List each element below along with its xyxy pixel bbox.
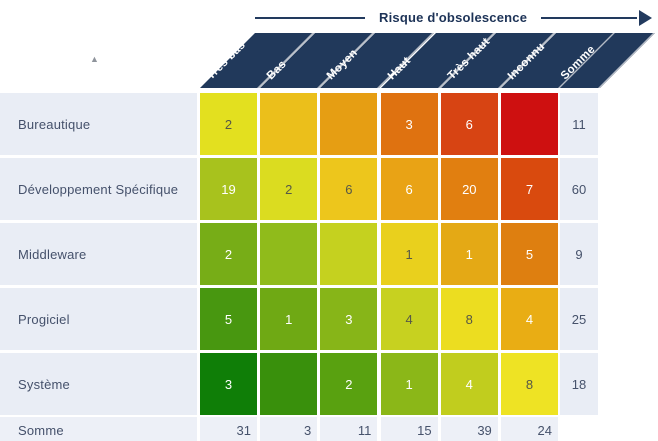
arrow-line-right [541,16,637,19]
matrix-cell[interactable]: 2 [200,223,257,285]
matrix-cell[interactable] [320,93,378,155]
row-total: 60 [560,158,598,220]
column-total: 3 [260,417,318,441]
matrix-cell[interactable]: 4 [380,288,438,350]
row-total: 9 [560,223,598,285]
matrix-cell[interactable]: 4 [440,353,498,415]
matrix-cell[interactable] [501,93,558,155]
column-total: 39 [440,417,498,441]
row-total: 18 [560,353,598,415]
matrix-cell[interactable]: 1 [260,288,318,350]
column-total: 31 [200,417,257,441]
matrix-cell[interactable]: 1 [380,223,438,285]
matrix-cell[interactable]: 6 [320,158,378,220]
row-label-developpement-specifique: Développement Spécifique [0,158,197,220]
matrix-cell[interactable]: 5 [501,223,558,285]
matrix-cell[interactable]: 3 [380,93,438,155]
row-total: 25 [560,288,598,350]
matrix-cell[interactable]: 5 [200,288,257,350]
matrix-cell[interactable] [320,223,378,285]
matrix-cell[interactable]: 3 [200,353,257,415]
row-label-bureautique: Bureautique [0,93,197,155]
matrix-cell[interactable]: 3 [320,288,378,350]
row-label-systeme: Système [0,353,197,415]
sort-ascending-icon[interactable]: ▲ [90,54,99,64]
matrix-cell[interactable] [260,223,318,285]
matrix-cell[interactable]: 2 [320,353,378,415]
column-total: 24 [501,417,558,441]
risk-axis-title: Risque d'obsolescence [379,10,528,25]
matrix-cell[interactable]: 6 [380,158,438,220]
column-total: 11 [320,417,378,441]
matrix-cell[interactable]: 2 [260,158,318,220]
arrow-right-icon [639,9,652,26]
row-label-middleware: Middleware [0,223,197,285]
matrix-cell[interactable]: 2 [200,93,257,155]
row-label-progiciel: Progiciel [0,288,197,350]
matrix-cell[interactable]: 1 [440,223,498,285]
matrix-cell[interactable]: 8 [440,288,498,350]
matrix-cell[interactable]: 8 [501,353,558,415]
risk-axis-arrow: Risque d'obsolescence [255,9,652,26]
matrix-cell[interactable]: 19 [200,158,257,220]
matrix-cell[interactable] [260,353,318,415]
matrix-cell[interactable]: 4 [501,288,558,350]
matrix-cell[interactable]: 1 [380,353,438,415]
matrix-cell[interactable]: 6 [440,93,498,155]
row-total: 11 [560,93,598,155]
matrix-cell[interactable]: 7 [501,158,558,220]
matrix-cell[interactable] [260,93,318,155]
matrix-cell[interactable]: 20 [440,158,498,220]
column-total: 15 [380,417,438,441]
totals-row-label: Somme [0,417,197,441]
arrow-line-left [255,16,365,19]
